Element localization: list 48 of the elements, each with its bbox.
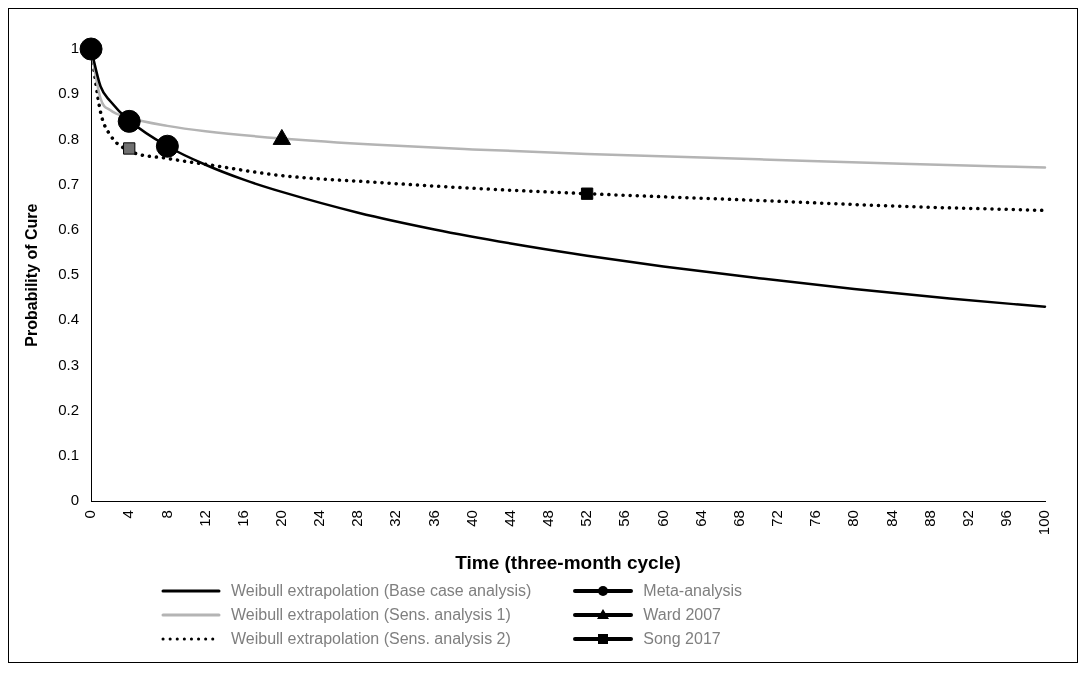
x-tick-label: 0 [81,510,99,519]
x-tick-label: 76 [806,510,824,527]
x-tick-label: 56 [615,510,633,527]
x-tick-label: 48 [539,510,557,527]
x-tick-label: 12 [195,510,213,527]
x-tick-label: 40 [462,510,480,527]
x-tick-label: 52 [577,510,595,527]
y-tick-label: 1 [70,39,80,57]
point [123,142,136,155]
legend-label: Weibull extrapolation (Base case analysis) [231,582,532,600]
y-tick-label: 0.7 [58,174,80,192]
y-tick-label: 0.3 [58,355,80,373]
y-tick-label: 0.6 [58,220,80,238]
x-tick-label: 80 [844,510,862,527]
y-tick-label: 0.1 [58,446,80,464]
x-tick-label: 64 [691,510,709,527]
x-tick-label: 36 [424,510,442,527]
y-tick-label: 0.4 [58,310,80,328]
x-tick-label: 72 [768,510,786,527]
x-tick-label: 8 [157,510,175,519]
x-tick-label: 4 [119,510,137,519]
point [79,37,103,61]
legend-label: Song 2017 [643,630,721,648]
x-tick-label: 96 [996,510,1014,527]
legend-label: Meta-analysis [643,582,742,600]
x-tick-label: 100 [1035,510,1053,536]
point [155,134,179,158]
y-tick-label: 0.5 [58,265,80,283]
y-axis-title: Probability of Cure [23,203,41,347]
point [117,109,141,133]
x-tick-label: 24 [310,510,328,527]
x-tick-label: 92 [958,510,976,527]
x-tick-label: 44 [500,510,518,527]
x-tick-label: 16 [233,510,251,527]
x-tick-label: 88 [920,510,938,527]
x-axis-title: Time (three-month cycle) [455,551,681,573]
x-tick-label: 60 [653,510,671,527]
x-tick-label: 20 [271,510,289,527]
y-tick-label: 0.2 [58,400,80,418]
legend-label: Ward 2007 [643,606,721,624]
x-tick-label: 84 [882,510,900,527]
legend-label: Weibull extrapolation (Sens. analysis 2) [231,630,511,648]
legend-label: Weibull extrapolation (Sens. analysis 1) [231,606,511,624]
x-tick-label: 32 [386,510,404,527]
x-tick-label: 68 [729,510,747,527]
y-tick-label: 0.9 [58,84,80,102]
x-tick-label: 28 [348,510,366,527]
y-tick-label: 0.8 [58,129,80,147]
